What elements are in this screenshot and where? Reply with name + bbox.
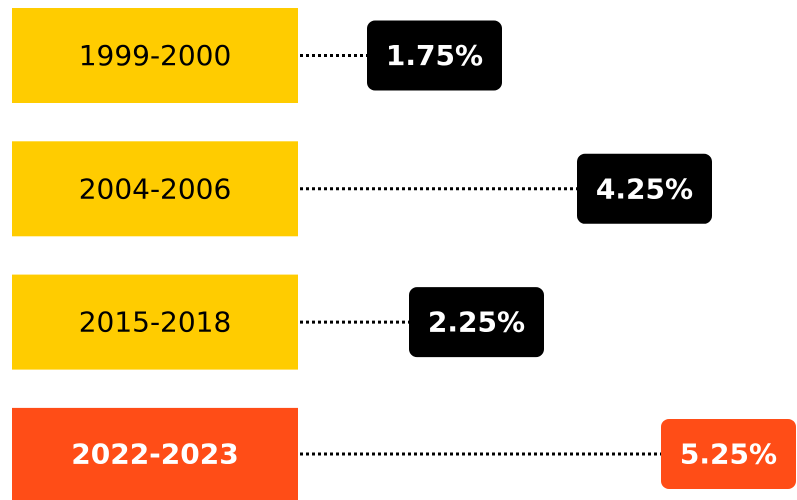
category-box [12,274,298,370]
value-badge [661,418,796,489]
value-badge [367,20,502,91]
category-box [12,141,298,237]
value-badge [409,287,544,358]
category-label: 2022-2023 [71,437,238,470]
value-badge [577,153,712,224]
value-label: 2.25% [428,306,525,339]
category-label: 2015-2018 [79,306,232,339]
value-label: 1.75% [386,39,483,72]
value-label: 4.25% [596,172,693,205]
category-box [12,407,298,500]
category-label: 2004-2006 [79,172,232,205]
category-label: 1999-2000 [79,39,232,72]
value-label: 5.25% [680,437,777,470]
category-box [12,8,298,103]
